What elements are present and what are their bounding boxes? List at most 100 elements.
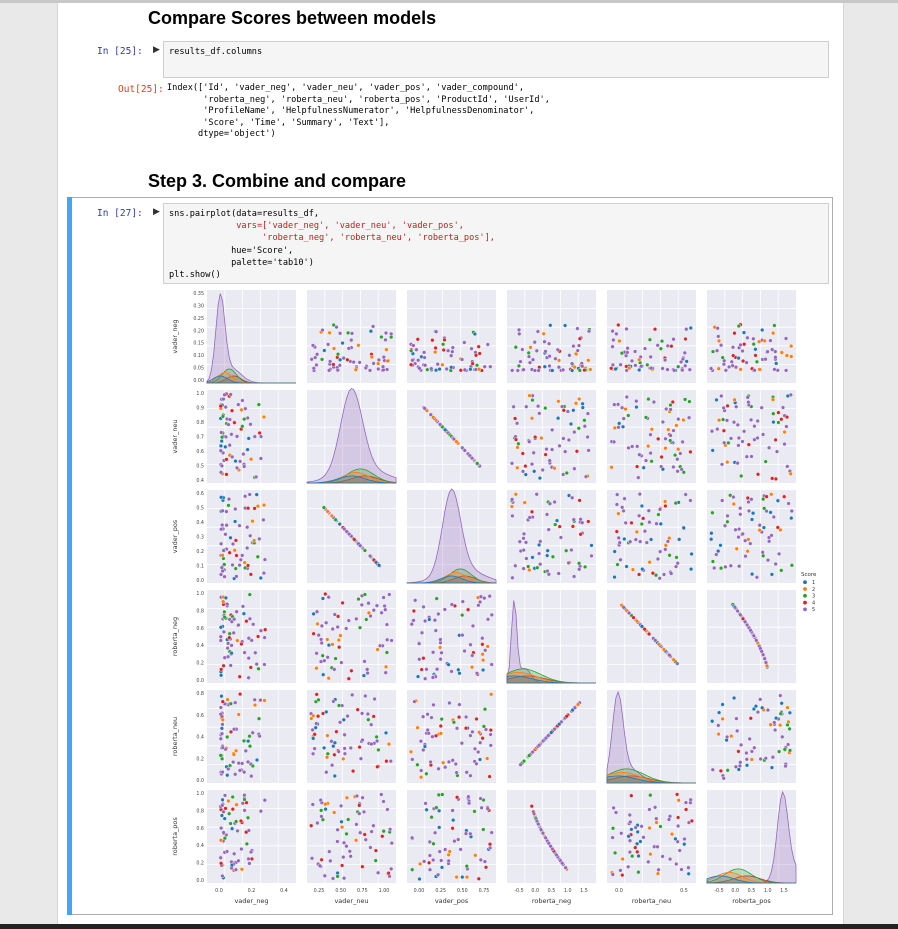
- scatter-point: [220, 699, 225, 704]
- scatter-point: [769, 765, 774, 770]
- scatter-point: [470, 653, 475, 658]
- scatter-point: [617, 540, 622, 545]
- scatter-point: [720, 355, 725, 360]
- scatter-point: [263, 627, 268, 632]
- scatter-point: [716, 723, 721, 728]
- scatter-point: [716, 338, 722, 343]
- scatter-point: [336, 614, 341, 619]
- scatter-point: [354, 793, 359, 799]
- y-tick-label: 0.5: [196, 464, 204, 470]
- scatter-point: [450, 345, 455, 350]
- scatter-point: [478, 740, 483, 745]
- scatter-point: [339, 803, 344, 808]
- scatter-point: [364, 617, 369, 622]
- scatter-point: [220, 797, 225, 802]
- scatter-point: [385, 358, 390, 364]
- scatter-point: [345, 713, 350, 719]
- code-cell-25[interactable]: results_df.columns: [163, 41, 829, 78]
- scatter-point: [325, 509, 330, 514]
- scatter-point: [720, 417, 726, 422]
- scatter-point: [256, 634, 261, 639]
- scatter-point: [366, 601, 371, 606]
- scatter-point: [664, 406, 669, 412]
- scatter-point: [447, 700, 452, 706]
- scatter-point: [480, 736, 485, 741]
- scatter-point: [388, 759, 393, 764]
- scatter-point: [520, 451, 525, 456]
- scatter-point: [441, 760, 446, 765]
- scatter-point: [432, 618, 437, 623]
- scatter-point: [460, 632, 465, 638]
- scatter-point: [681, 417, 686, 423]
- scatter-point: [719, 393, 724, 399]
- scatter-point: [758, 756, 763, 762]
- scatter-point: [379, 334, 384, 340]
- scatter-point: [782, 494, 787, 499]
- run-cell-icon[interactable]: ▶❘: [153, 45, 168, 55]
- scatter-point: [318, 659, 324, 664]
- scatter-point: [531, 450, 536, 455]
- scatter-point: [763, 357, 768, 362]
- run-cell-icon[interactable]: ▶❘: [153, 207, 168, 217]
- scatter-point: [446, 858, 451, 863]
- scatter-point: [225, 602, 230, 607]
- scatter-point: [248, 849, 254, 855]
- scatter-point: [220, 769, 225, 775]
- scatter-point: [672, 368, 677, 373]
- scatter-point: [620, 872, 625, 878]
- scatter-point: [782, 747, 787, 752]
- scatter-point: [315, 352, 320, 357]
- scatter-point: [630, 567, 635, 572]
- scatter-point: [423, 801, 428, 806]
- scatter-point: [628, 819, 633, 825]
- scatter-point: [472, 746, 478, 751]
- scatter-point: [775, 498, 780, 503]
- scatter-point: [752, 368, 757, 373]
- scatter-point: [586, 358, 591, 363]
- scatter-point: [485, 342, 490, 347]
- scatter-point: [516, 441, 521, 446]
- scatter-point: [348, 745, 353, 751]
- scatter-point: [738, 612, 743, 617]
- scatter-point: [637, 357, 642, 362]
- scatter-point: [481, 827, 486, 832]
- scatter-point: [247, 744, 253, 749]
- scatter-point: [783, 368, 789, 373]
- scatter-point: [423, 363, 428, 368]
- scatter-point: [312, 732, 317, 737]
- scatter-point: [431, 841, 436, 846]
- scatter-point: [340, 863, 345, 868]
- scatter-point: [245, 545, 250, 551]
- scatter-point: [668, 402, 673, 408]
- scatter-point: [788, 471, 793, 476]
- scatter-point: [611, 805, 616, 810]
- x-tick-label: 0.4: [280, 888, 288, 894]
- scatter-point: [410, 757, 415, 762]
- y-tick-label: 0.20: [193, 328, 204, 334]
- scatter-point: [577, 498, 582, 503]
- scatter-point: [488, 845, 493, 850]
- code-cell-27[interactable]: sns.pairplot(data=results_df, vars=['vad…: [163, 203, 829, 284]
- scatter-point: [246, 655, 251, 661]
- scatter-point: [720, 498, 725, 503]
- scatter-point: [633, 825, 638, 830]
- scatter-point: [515, 368, 520, 373]
- scatter-point: [754, 575, 759, 580]
- x-tick-label: 0.75: [479, 888, 490, 894]
- scatter-point: [529, 416, 535, 421]
- scatter-point: [340, 341, 345, 346]
- scatter-point: [238, 459, 243, 464]
- scatter-point: [535, 565, 540, 570]
- scatter-point: [527, 567, 532, 573]
- scatter-point: [262, 635, 267, 640]
- scatter-point: [378, 643, 383, 648]
- scatter-point: [649, 427, 654, 432]
- scatter-point: [338, 331, 343, 336]
- scatter-point: [716, 366, 721, 371]
- scatter-point: [649, 366, 654, 371]
- scatter-point: [626, 834, 631, 839]
- scatter-point: [629, 520, 634, 525]
- y-axis-label-roberta_neu: roberta_neu: [171, 717, 179, 756]
- scatter-point: [311, 751, 316, 756]
- scatter-point: [470, 729, 475, 734]
